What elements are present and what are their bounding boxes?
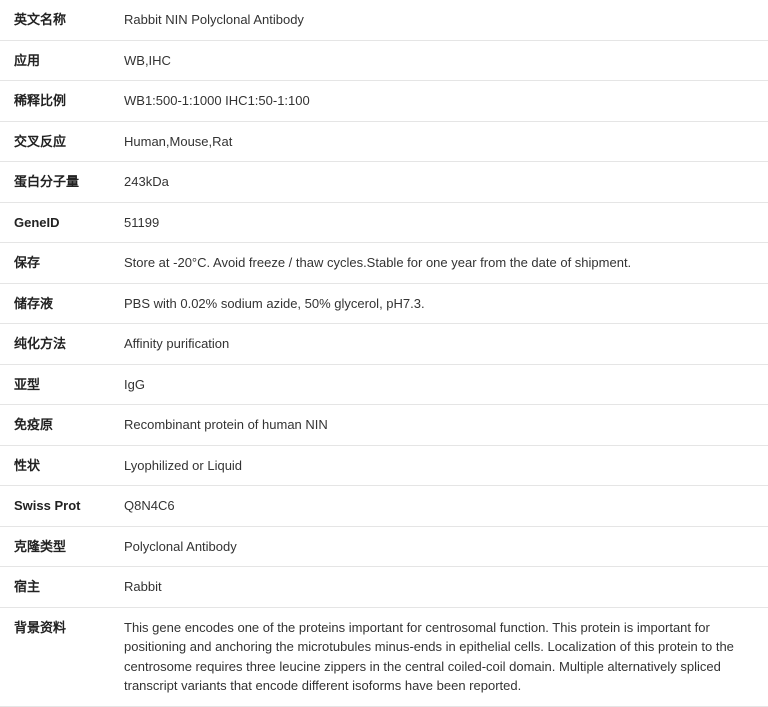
- table-row: 性状 Lyophilized or Liquid: [0, 446, 768, 487]
- row-value: Recombinant protein of human NIN: [118, 405, 768, 445]
- row-label: 英文名称: [0, 0, 118, 40]
- row-label: 蛋白分子量: [0, 162, 118, 202]
- row-label: 性状: [0, 446, 118, 486]
- row-label: Swiss Prot: [0, 486, 118, 526]
- row-value: WB,IHC: [118, 41, 768, 81]
- spec-table: 英文名称 Rabbit NIN Polyclonal Antibody 应用 W…: [0, 0, 768, 707]
- row-label: 保存: [0, 243, 118, 283]
- table-row: 蛋白分子量 243kDa: [0, 162, 768, 203]
- row-label: 稀释比例: [0, 81, 118, 121]
- table-row: 克隆类型 Polyclonal Antibody: [0, 527, 768, 568]
- row-label: 克隆类型: [0, 527, 118, 567]
- row-value: Human,Mouse,Rat: [118, 122, 768, 162]
- row-value: Affinity purification: [118, 324, 768, 364]
- row-label: 储存液: [0, 284, 118, 324]
- table-row: 纯化方法 Affinity purification: [0, 324, 768, 365]
- row-label: 背景资料: [0, 608, 118, 706]
- row-label: GeneID: [0, 203, 118, 243]
- row-label: 亚型: [0, 365, 118, 405]
- row-value: WB1:500-1:1000 IHC1:50-1:100: [118, 81, 768, 121]
- table-row: GeneID 51199: [0, 203, 768, 244]
- row-value: This gene encodes one of the proteins im…: [118, 608, 768, 706]
- row-value: 51199: [118, 203, 768, 243]
- table-row: 保存 Store at -20°C. Avoid freeze / thaw c…: [0, 243, 768, 284]
- row-value: Rabbit: [118, 567, 768, 607]
- table-row: Swiss Prot Q8N4C6: [0, 486, 768, 527]
- table-row: 英文名称 Rabbit NIN Polyclonal Antibody: [0, 0, 768, 41]
- row-label: 交叉反应: [0, 122, 118, 162]
- row-value: Rabbit NIN Polyclonal Antibody: [118, 0, 768, 40]
- row-value: PBS with 0.02% sodium azide, 50% glycero…: [118, 284, 768, 324]
- table-row: 应用 WB,IHC: [0, 41, 768, 82]
- row-label: 纯化方法: [0, 324, 118, 364]
- row-label: 应用: [0, 41, 118, 81]
- row-value: Store at -20°C. Avoid freeze / thaw cycl…: [118, 243, 768, 283]
- row-label: 免疫原: [0, 405, 118, 445]
- row-value: IgG: [118, 365, 768, 405]
- row-value: 243kDa: [118, 162, 768, 202]
- table-row: 背景资料 This gene encodes one of the protei…: [0, 608, 768, 707]
- table-row: 储存液 PBS with 0.02% sodium azide, 50% gly…: [0, 284, 768, 325]
- row-value: Q8N4C6: [118, 486, 768, 526]
- table-row: 稀释比例 WB1:500-1:1000 IHC1:50-1:100: [0, 81, 768, 122]
- table-row: 宿主 Rabbit: [0, 567, 768, 608]
- table-row: 免疫原 Recombinant protein of human NIN: [0, 405, 768, 446]
- table-row: 交叉反应 Human,Mouse,Rat: [0, 122, 768, 163]
- row-label: 宿主: [0, 567, 118, 607]
- row-value: Polyclonal Antibody: [118, 527, 768, 567]
- table-row: 亚型 IgG: [0, 365, 768, 406]
- row-value: Lyophilized or Liquid: [118, 446, 768, 486]
